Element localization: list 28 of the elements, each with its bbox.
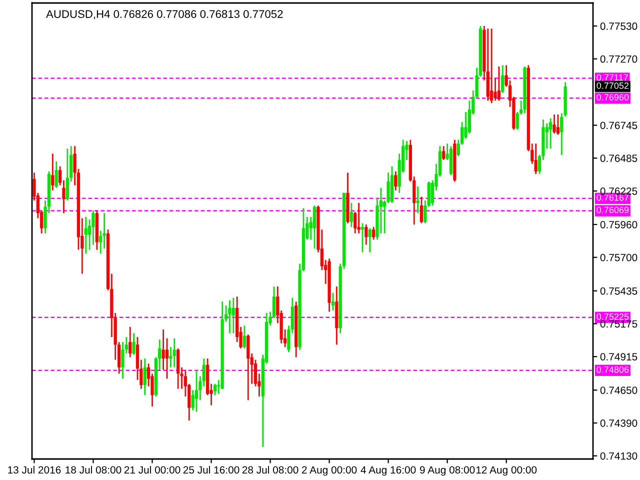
- ref-line-label: 0.74806: [596, 366, 629, 373]
- ref-line-label: 0.76069: [596, 206, 629, 214]
- y-tick-label: 0.75435: [600, 287, 638, 295]
- y-tick-label: 0.77530: [600, 22, 638, 30]
- x-tick-label: 21 Jul 00:00: [124, 466, 180, 474]
- x-tick-label: 13 Jul 2016: [8, 466, 61, 474]
- y-tick-label: 0.74130: [600, 452, 638, 460]
- y-tick-label: 0.76485: [600, 154, 638, 162]
- x-tick-label: 12 Aug 00:00: [476, 466, 537, 476]
- x-tick-label: 2 Aug 00:00: [302, 466, 357, 476]
- y-tick-label: 0.76745: [600, 122, 638, 130]
- x-tick-label: 9 Aug 08:00: [420, 466, 475, 476]
- x-tick-label: 4 Aug 16:00: [360, 466, 416, 476]
- y-tick-label: 0.75960: [600, 220, 638, 228]
- text: AUDUSD,H4 0.76826 0.77086 0.76813 0.77052: [46, 10, 283, 20]
- ref-line-label: 0.77117: [596, 74, 628, 81]
- y-tick-label: 0.74650: [600, 386, 638, 394]
- ref-line-label: 0.75225: [596, 313, 629, 320]
- x-tick-label: 18 Jul 08:00: [66, 466, 122, 474]
- ref-line-label: 0.76167: [596, 194, 629, 201]
- y-tick-label: 0.74390: [600, 419, 638, 427]
- text: 0.77052: [596, 82, 629, 89]
- y-tick-label: 0.74915: [600, 353, 638, 360]
- x-tick-label: 25 Jul 16:00: [183, 466, 240, 474]
- y-tick-label: 0.75700: [600, 254, 638, 262]
- ref-line-label: 0.76960: [596, 94, 629, 100]
- y-tick-label: 0.77270: [600, 55, 638, 63]
- x-tick-label: 28 Jul 08:00: [242, 466, 298, 474]
